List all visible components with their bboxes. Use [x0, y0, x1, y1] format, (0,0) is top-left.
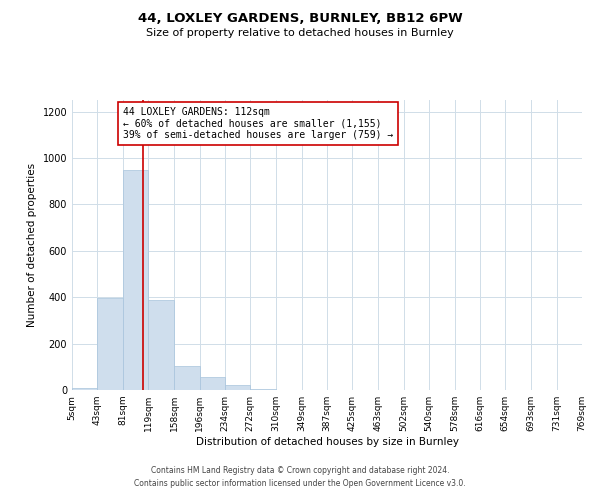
Y-axis label: Number of detached properties: Number of detached properties — [27, 163, 37, 327]
Text: 44 LOXLEY GARDENS: 112sqm
← 60% of detached houses are smaller (1,155)
39% of se: 44 LOXLEY GARDENS: 112sqm ← 60% of detac… — [123, 107, 393, 140]
Text: Contains HM Land Registry data © Crown copyright and database right 2024.
Contai: Contains HM Land Registry data © Crown c… — [134, 466, 466, 487]
Text: 44, LOXLEY GARDENS, BURNLEY, BB12 6PW: 44, LOXLEY GARDENS, BURNLEY, BB12 6PW — [137, 12, 463, 26]
Text: Size of property relative to detached houses in Burnley: Size of property relative to detached ho… — [146, 28, 454, 38]
X-axis label: Distribution of detached houses by size in Burnley: Distribution of detached houses by size … — [196, 437, 458, 447]
Bar — [148, 300, 174, 390]
Bar — [72, 388, 97, 390]
Bar — [97, 298, 123, 390]
Bar — [174, 366, 200, 390]
Bar — [123, 170, 148, 390]
Bar — [199, 377, 225, 390]
Bar — [225, 385, 250, 390]
Bar — [250, 389, 275, 390]
